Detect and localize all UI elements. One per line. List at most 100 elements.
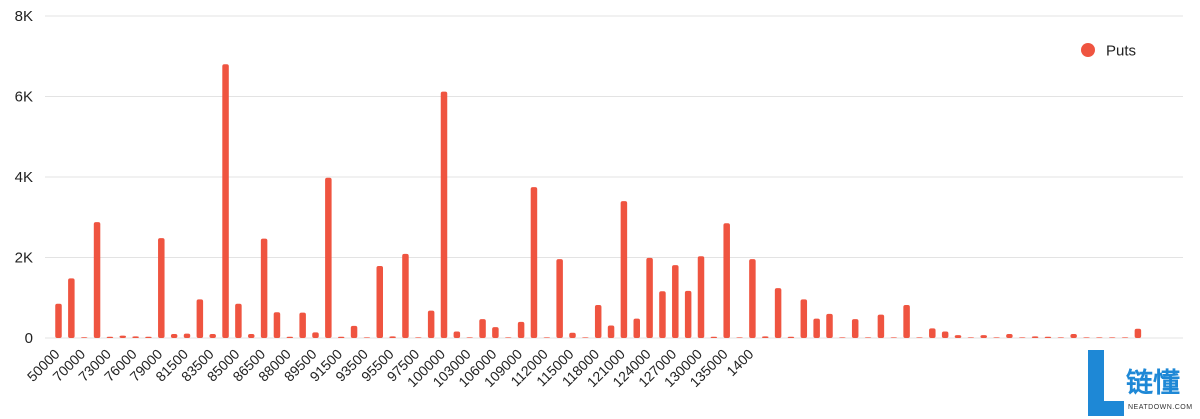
bar[interactable] [68,278,75,338]
bar[interactable] [530,187,538,338]
bar[interactable] [851,319,859,338]
bar[interactable] [1134,328,1142,338]
bar[interactable] [697,256,705,338]
y-tick-label: 4K [15,169,33,186]
watermark-cn-text: 链懂 [1126,367,1180,399]
bar[interactable] [517,321,525,338]
bar[interactable] [106,336,114,338]
bar[interactable] [145,336,152,338]
bar[interactable] [363,337,371,338]
bar[interactable] [222,64,229,339]
bar[interactable] [594,304,602,338]
bar[interactable] [877,314,885,338]
bar[interactable] [774,288,782,338]
bar[interactable] [376,265,384,338]
bar[interactable] [543,337,551,338]
bar[interactable] [402,253,409,338]
bar[interactable] [312,332,319,338]
bar[interactable] [646,257,653,338]
bar[interactable] [736,337,743,338]
bar[interactable] [659,291,666,338]
bar[interactable] [723,223,730,338]
bar[interactable] [273,312,281,338]
bar[interactable] [260,238,268,338]
bar[interactable] [684,290,692,338]
bar[interactable] [453,331,461,338]
bar[interactable] [993,337,1000,338]
bar[interactable] [1057,337,1065,338]
bar[interactable] [248,333,255,338]
bar[interactable] [582,337,589,338]
bar[interactable] [967,337,975,338]
bar[interactable] [954,335,962,338]
bar[interactable] [93,222,101,338]
bar[interactable] [903,304,910,338]
legend-puts-marker [1081,43,1095,57]
bar[interactable] [980,335,987,338]
bar[interactable] [916,337,923,338]
watermark-en-text: NEATDOWN.COM [1128,404,1193,411]
y-tick-label: 6K [15,89,33,106]
bar[interactable] [1083,337,1090,338]
bar[interactable] [389,336,396,338]
bar[interactable] [800,299,808,338]
bar[interactable] [1070,333,1077,338]
bar[interactable] [505,337,512,338]
bar[interactable] [440,91,448,338]
bar[interactable] [415,337,422,338]
bar[interactable] [620,201,628,338]
bar[interactable] [209,333,216,338]
bar[interactable] [119,335,127,338]
bar[interactable] [607,325,615,338]
bar[interactable] [569,332,576,338]
bar[interactable] [672,265,679,338]
bar[interactable] [427,310,435,338]
bar[interactable] [466,337,473,338]
bar[interactable] [286,336,294,338]
bar[interactable] [132,336,139,338]
bars [55,64,1142,339]
bar[interactable] [196,299,204,338]
y-axis: 0 2K 4K 6K 8K [15,8,33,347]
bar[interactable] [864,337,872,338]
y-tick-label: 2K [15,250,33,267]
bar[interactable] [1096,337,1103,338]
bar[interactable] [749,259,756,338]
x-axis: 5000070000730007600079000815008350085000… [24,346,757,390]
bar[interactable] [492,327,499,338]
bar[interactable] [1019,337,1026,338]
bar[interactable] [183,333,191,338]
bar[interactable] [235,303,242,338]
bar[interactable] [890,337,898,338]
bar[interactable] [55,303,62,338]
bar[interactable] [299,312,306,338]
bar[interactable] [633,318,641,338]
watermark-l-mark [1088,350,1124,416]
y-tick-label: 0 [25,330,33,347]
bar[interactable] [1006,333,1013,338]
bar[interactable] [941,331,949,338]
watermark-logo: 链懂 NEATDOWN.COM [1088,350,1193,416]
bar[interactable] [1108,337,1116,338]
bar[interactable] [710,336,718,338]
bar[interactable] [80,337,88,338]
bar[interactable] [350,325,358,338]
bar[interactable] [929,328,936,338]
bar[interactable] [170,333,178,338]
bar[interactable] [158,238,165,338]
bar[interactable] [762,336,769,338]
bar[interactable] [479,319,486,338]
bar[interactable] [826,313,833,338]
bar[interactable] [1031,336,1039,338]
bar[interactable] [1044,336,1052,338]
bar[interactable] [556,259,563,338]
bar[interactable] [839,337,846,338]
bar[interactable] [325,177,332,338]
legend[interactable]: Puts [1081,43,1136,60]
y-tick-label: 8K [15,8,33,25]
bar[interactable] [337,336,345,338]
bar[interactable] [813,318,820,338]
bar[interactable] [787,336,795,338]
bar[interactable] [1121,337,1129,338]
legend-puts-label: Puts [1106,43,1136,60]
